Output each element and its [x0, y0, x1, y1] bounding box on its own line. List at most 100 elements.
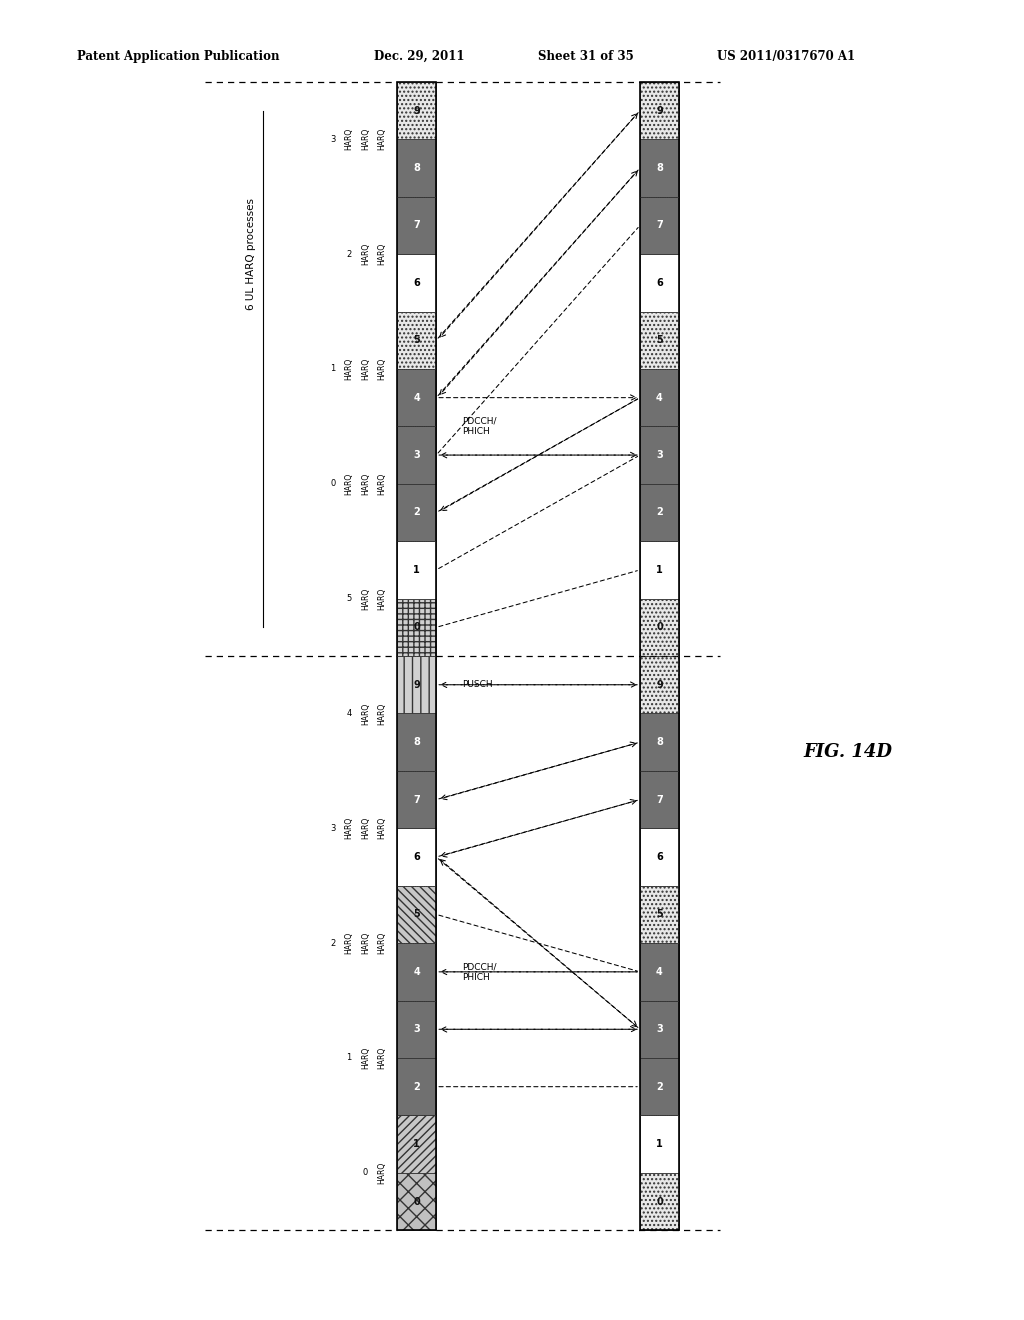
Text: 2: 2: [656, 507, 663, 517]
Text: HARQ: HARQ: [378, 473, 386, 495]
Text: 0: 0: [414, 1196, 420, 1206]
Text: 8: 8: [656, 737, 663, 747]
Text: 1: 1: [656, 1139, 663, 1150]
Text: 4: 4: [414, 966, 420, 977]
Bar: [640, 942, 679, 1001]
Text: HARQ: HARQ: [378, 817, 386, 840]
Bar: [397, 82, 436, 140]
Text: 6: 6: [414, 851, 420, 862]
Text: HARQ: HARQ: [345, 473, 353, 495]
Bar: [397, 1172, 436, 1230]
Text: 7: 7: [414, 795, 420, 805]
Bar: [640, 483, 679, 541]
Bar: [397, 312, 436, 370]
Text: Patent Application Publication: Patent Application Publication: [77, 50, 280, 63]
Text: 3: 3: [330, 824, 336, 833]
Bar: [397, 713, 436, 771]
Text: HARQ: HARQ: [345, 817, 353, 840]
Bar: [397, 368, 436, 426]
Text: 6: 6: [656, 277, 663, 288]
Bar: [397, 483, 436, 541]
Bar: [640, 82, 679, 1230]
Bar: [397, 541, 436, 599]
Bar: [397, 771, 436, 829]
Text: HARQ: HARQ: [378, 1047, 386, 1069]
Bar: [397, 656, 436, 713]
Text: 6: 6: [414, 277, 420, 288]
Text: HARQ: HARQ: [378, 128, 386, 150]
Text: HARQ: HARQ: [378, 243, 386, 265]
Text: 1: 1: [330, 364, 336, 374]
Text: 5: 5: [656, 335, 663, 346]
Text: HARQ: HARQ: [378, 1162, 386, 1184]
Bar: [640, 1059, 679, 1115]
Text: HARQ: HARQ: [361, 702, 370, 725]
Bar: [397, 140, 436, 197]
Text: 7: 7: [656, 220, 663, 231]
Text: FIG. 14D: FIG. 14D: [804, 743, 893, 762]
Text: 4: 4: [414, 392, 420, 403]
Text: 7: 7: [656, 795, 663, 805]
Text: 3: 3: [656, 450, 663, 461]
Text: 9: 9: [414, 680, 420, 690]
Text: 9: 9: [656, 106, 663, 116]
Bar: [640, 656, 679, 713]
Text: PDCCH/
PHICH: PDCCH/ PHICH: [462, 962, 497, 982]
Text: HARQ: HARQ: [378, 702, 386, 725]
Text: 4: 4: [656, 966, 663, 977]
Bar: [640, 541, 679, 599]
Bar: [397, 1059, 436, 1115]
Text: HARQ: HARQ: [345, 932, 353, 954]
Bar: [640, 82, 679, 140]
Text: 2: 2: [414, 507, 420, 517]
Text: 0: 0: [656, 1196, 663, 1206]
Text: PDCCH/
PHICH: PDCCH/ PHICH: [462, 417, 497, 436]
Text: HARQ: HARQ: [361, 128, 370, 150]
Text: 5: 5: [656, 909, 663, 920]
Bar: [397, 829, 436, 886]
Text: 1: 1: [414, 565, 420, 576]
Text: 6 UL HARQ processes: 6 UL HARQ processes: [246, 198, 256, 310]
Bar: [640, 312, 679, 370]
Text: 5: 5: [346, 594, 352, 603]
Text: 9: 9: [414, 106, 420, 116]
Bar: [397, 1115, 436, 1172]
Bar: [640, 253, 679, 312]
Bar: [397, 599, 436, 656]
Bar: [640, 713, 679, 771]
Text: 1: 1: [656, 565, 663, 576]
Bar: [640, 426, 679, 484]
Text: HARQ: HARQ: [361, 473, 370, 495]
Bar: [640, 599, 679, 656]
Bar: [640, 1001, 679, 1059]
Text: HARQ: HARQ: [378, 358, 386, 380]
Text: HARQ: HARQ: [361, 587, 370, 610]
Text: 5: 5: [414, 335, 420, 346]
Text: 8: 8: [414, 162, 420, 173]
Text: HARQ: HARQ: [378, 932, 386, 954]
Bar: [640, 829, 679, 886]
Bar: [640, 1172, 679, 1230]
Text: Sheet 31 of 35: Sheet 31 of 35: [538, 50, 634, 63]
Text: HARQ: HARQ: [361, 817, 370, 840]
Text: 2: 2: [346, 249, 352, 259]
Text: 4: 4: [346, 709, 352, 718]
Text: 1: 1: [414, 1139, 420, 1150]
Bar: [640, 1115, 679, 1172]
Bar: [397, 942, 436, 1001]
Text: HARQ: HARQ: [361, 358, 370, 380]
Text: 2: 2: [656, 1081, 663, 1092]
Text: 8: 8: [656, 162, 663, 173]
Bar: [640, 197, 679, 255]
Bar: [397, 197, 436, 255]
Text: 5: 5: [414, 909, 420, 920]
Text: 0: 0: [414, 622, 420, 632]
Text: HARQ: HARQ: [378, 587, 386, 610]
Text: 0: 0: [362, 1168, 369, 1177]
Bar: [640, 886, 679, 942]
Text: Dec. 29, 2011: Dec. 29, 2011: [374, 50, 464, 63]
Text: 3: 3: [330, 135, 336, 144]
Text: 9: 9: [656, 680, 663, 690]
Text: 3: 3: [656, 1024, 663, 1035]
Text: 4: 4: [656, 392, 663, 403]
